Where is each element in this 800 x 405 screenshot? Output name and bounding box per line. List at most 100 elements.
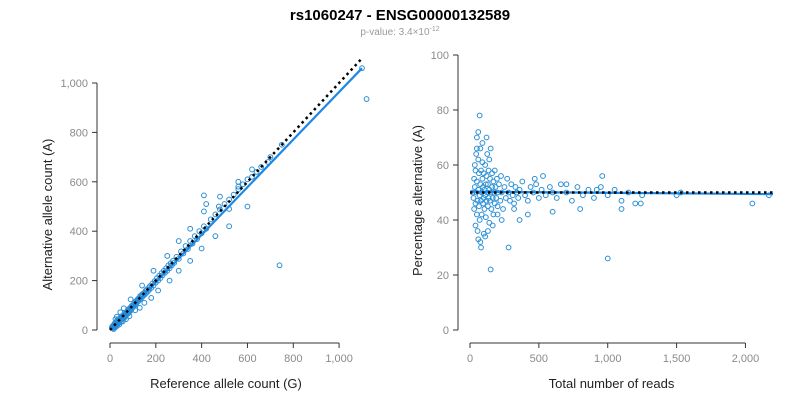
right-data-point [508,181,515,188]
left-data-point [187,257,194,264]
right-data-point [524,197,531,204]
right-data-point [475,129,482,135]
right-data-point [618,197,625,204]
right-data-point [535,195,542,201]
right-data-point [476,203,482,210]
right-data-point [524,211,531,218]
right-data-point [599,173,606,179]
right-data-point [471,175,478,182]
right-data-point [474,228,481,234]
right-data-point [553,195,560,201]
left-x-tick-label: 1,000 [325,353,353,365]
right-data-point [574,184,581,190]
right-data-point [480,230,487,237]
right-data-point [496,181,502,188]
left-data-point [249,173,255,180]
right-data-point [618,206,625,212]
right-data-point [498,217,505,223]
left-data-point [155,287,162,294]
right-data-point [483,173,490,179]
right-data-point [502,195,509,201]
right-data-point [507,197,513,204]
right-data-point [505,244,512,251]
right-data-point [473,134,480,141]
left-x-tick-label: 0 [107,353,113,365]
right-data-point [597,184,604,190]
left-y-tick-label: 600 [70,177,88,189]
pvalue-text: p-value: 3.4×10 [360,27,430,38]
right-data-point [501,184,508,190]
right-data-point [478,244,484,251]
right-data-point [511,206,517,212]
right-data-point [491,167,498,174]
right-data-point [476,217,483,223]
right-data-point [478,211,485,218]
left-scatter-panel: 0 200 400 600 800 1,000 0 200 400 600 800 1,000 Refe… [40,57,370,391]
right-data-point [477,145,484,152]
right-data-point [492,184,499,190]
left-data-point [235,178,242,185]
right-data-point [533,181,540,188]
right-data-point [482,233,489,240]
right-x-tick-label: 2,000 [732,353,760,365]
right-y-tick-label: 100 [431,50,449,62]
right-data-point [486,219,493,226]
right-y-tick-label: 80 [437,105,449,117]
right-data-point [482,214,489,221]
right-data-point [511,200,517,207]
left-data-point [175,238,182,244]
right-data-point [479,175,486,182]
left-data-point [198,245,205,252]
right-data-point [493,195,500,201]
right-data-point [471,162,478,168]
right-data-point [485,228,491,234]
left-data-point [363,96,370,102]
right-data-point [483,134,490,141]
right-data-point [479,140,486,146]
right-data-point [480,200,486,207]
left-data-point [201,208,207,215]
right-data-point [471,206,478,212]
left-data-point [226,223,233,230]
right-data-point [482,162,489,168]
right-y-tick-label: 40 [437,215,449,227]
left-data-point [123,316,129,323]
right-data-point [749,200,756,207]
right-data-point [500,206,506,212]
right-data-point [481,206,488,212]
right-data-point [488,206,495,212]
left-data-point [217,206,223,213]
left-y-tick-label: 400 [70,226,88,238]
right-data-point [479,159,486,166]
right-data-point [558,181,564,188]
left-y-axis-label: Alternative allele count (A) [40,139,55,291]
right-data-point [637,200,644,207]
left-data-point [139,282,145,289]
left-data-point [235,183,242,190]
left-x-tick-label: 800 [284,353,302,365]
right-data-point [476,112,483,119]
left-y-tick-label: 0 [82,325,88,337]
left-data-point [258,164,265,170]
left-data-point [175,267,182,274]
left-data-point [120,305,127,312]
right-y-tick-label: 20 [437,270,449,282]
right-data-point [484,151,491,157]
left-data-point [117,309,124,316]
right-data-point [569,197,575,204]
left-data-point [201,192,207,199]
left-data-point [253,169,260,175]
right-data-point [577,206,584,212]
right-data-point [494,211,501,218]
right-data-point [549,208,556,215]
right-scatter-panel: 0 500 1,000 1,500 2,000 0 20 40 60 80 100 Total num… [410,50,774,391]
right-data-point [527,184,534,190]
left-x-axis-label: Reference allele count (G) [150,376,302,391]
right-data-point [480,170,487,177]
left-data-point [132,307,139,314]
left-data-point [249,166,255,173]
right-data-point [489,184,495,190]
left-data-point [187,225,194,232]
